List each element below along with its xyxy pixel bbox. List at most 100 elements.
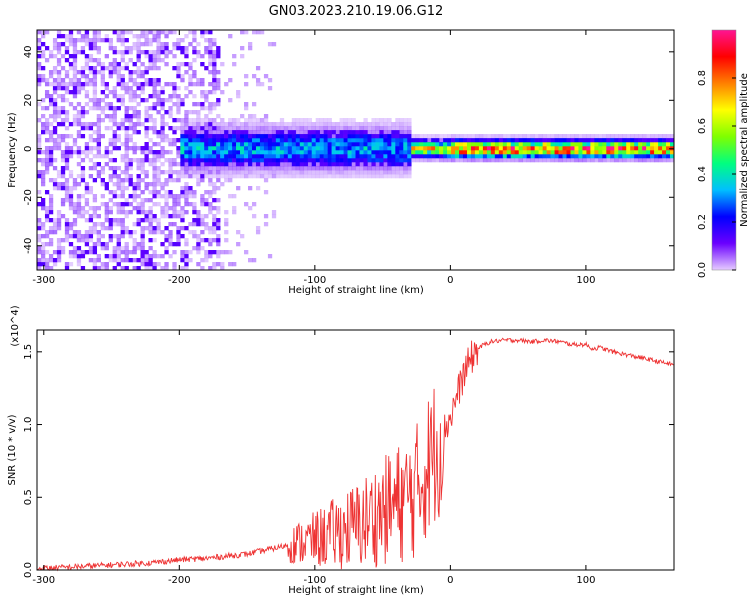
spectrogram-cell xyxy=(459,138,464,143)
spectrogram-cell xyxy=(355,166,360,171)
spectrogram-cell xyxy=(303,162,309,167)
spectrogram-cell xyxy=(383,154,388,159)
spectrogram-cell xyxy=(554,142,559,147)
spectrogram-cell xyxy=(92,74,98,79)
spectrogram-cell xyxy=(299,162,305,167)
spectrogram-cell xyxy=(271,138,277,143)
spectrogram-cell xyxy=(80,74,86,79)
spectrogram-cell xyxy=(490,138,496,143)
spectrogram-cell xyxy=(76,90,82,95)
spectrogram-cell xyxy=(335,174,340,179)
spectrogram-cell xyxy=(64,158,70,163)
spectrogram-cell xyxy=(48,198,54,203)
spectrogram-cell xyxy=(359,142,364,147)
spectrogram-cell xyxy=(108,150,113,155)
spectrogram-cell xyxy=(602,154,607,159)
spectrogram-cell xyxy=(184,50,189,55)
spectrogram-cell xyxy=(96,206,101,211)
spectrogram-cell xyxy=(60,198,66,203)
spectrogram-cell xyxy=(140,230,145,235)
spectrogram-cell xyxy=(363,122,368,127)
spectrogram-cell xyxy=(232,62,237,67)
spectrogram-cell xyxy=(279,150,285,155)
spectrogram-cell xyxy=(120,178,125,183)
spectrogram-cell xyxy=(351,170,356,175)
spectrogram-cell xyxy=(212,218,217,223)
spectrogram-cell xyxy=(263,114,269,119)
spectrogram-cell xyxy=(363,146,368,151)
spectrogram-cell xyxy=(92,130,98,135)
spectrogram-cell xyxy=(311,138,316,143)
spectrogram-cell xyxy=(220,118,225,123)
spectrogram-cell xyxy=(435,138,440,143)
spectrogram-cell xyxy=(522,138,527,143)
spectrogram-cell xyxy=(610,134,615,139)
spectrogram-cell xyxy=(180,194,185,199)
spectrogram-cell xyxy=(431,150,436,155)
spectrogram-cell xyxy=(359,126,364,131)
spectrogram-cell xyxy=(307,154,313,159)
spectrogram-cell xyxy=(228,142,233,147)
spectrogram-cell xyxy=(132,158,137,163)
spectrogram-cell xyxy=(188,142,193,147)
spectrogram-cell xyxy=(236,138,241,143)
spectrogram-cell xyxy=(72,90,78,95)
spectrogram-cell xyxy=(399,174,404,179)
spectrogram-cell xyxy=(188,194,193,199)
spectrogram-cell xyxy=(37,82,42,87)
spectrogram-cell xyxy=(307,150,313,155)
spectrogram-cell xyxy=(367,150,372,155)
spectrogram-cell xyxy=(228,118,233,123)
spectrogram-cell xyxy=(538,138,543,143)
spectrogram-cell xyxy=(108,46,113,51)
spectrogram-cell xyxy=(192,118,197,123)
spectrogram-cell xyxy=(224,162,229,167)
spectrogram-cell xyxy=(558,150,563,155)
spectrogram-cell xyxy=(128,98,133,103)
spectrogram-cell xyxy=(104,54,109,59)
spectrogram-cell xyxy=(140,74,145,79)
spectrogram-cell xyxy=(76,78,82,83)
spectrogram-cell xyxy=(56,214,62,219)
spectrogram-cell xyxy=(160,30,165,35)
spectrogram-cell xyxy=(379,158,384,163)
spectrogram-cell xyxy=(216,178,221,183)
spectrogram-cell xyxy=(212,90,217,95)
spectrogram-cell xyxy=(431,146,436,151)
spectrogram-cell xyxy=(363,142,368,147)
spectrogram-cell xyxy=(232,138,237,143)
spectrogram-cell xyxy=(208,122,213,127)
spectrogram-cell xyxy=(60,166,66,171)
spectrogram-cell xyxy=(263,122,269,127)
spectrogram-cell xyxy=(68,186,74,191)
spectrogram-cell xyxy=(72,182,78,187)
spectrogram-cell xyxy=(224,174,229,179)
spectrogram-cell xyxy=(124,250,129,255)
spectrogram-cell xyxy=(279,130,285,135)
spectrogram-cell xyxy=(124,154,129,159)
spectrogram-cell xyxy=(184,174,189,179)
spectrogram-cell xyxy=(295,174,301,179)
spectrogram-cell xyxy=(156,190,161,195)
spectrogram-cell xyxy=(634,150,639,155)
spectrogram-cell xyxy=(140,30,145,35)
spectrogram-cell xyxy=(395,118,400,123)
spectrogram-cell xyxy=(188,250,193,255)
spectrogram-cell xyxy=(494,138,500,143)
spectrogram-cell xyxy=(255,66,261,71)
spectrogram-cell xyxy=(618,150,623,155)
spectrogram-cell xyxy=(582,146,587,151)
spectrogram-cell xyxy=(128,162,133,167)
spectrogram-cell xyxy=(295,122,301,127)
spectrogram-cell xyxy=(64,74,70,79)
spectrogram-cell xyxy=(216,170,221,175)
spectrogram-cell xyxy=(148,66,153,71)
spectrogram-cell xyxy=(259,134,265,139)
spectrogram-cell xyxy=(359,138,364,143)
spectrogram-cell xyxy=(232,170,237,175)
spectrogram-cell xyxy=(283,154,289,159)
spectrogram-cell xyxy=(180,210,185,215)
spectrogram-cell xyxy=(136,158,141,163)
spectrogram-cell xyxy=(303,118,309,123)
spectrogram-cell xyxy=(208,90,213,95)
